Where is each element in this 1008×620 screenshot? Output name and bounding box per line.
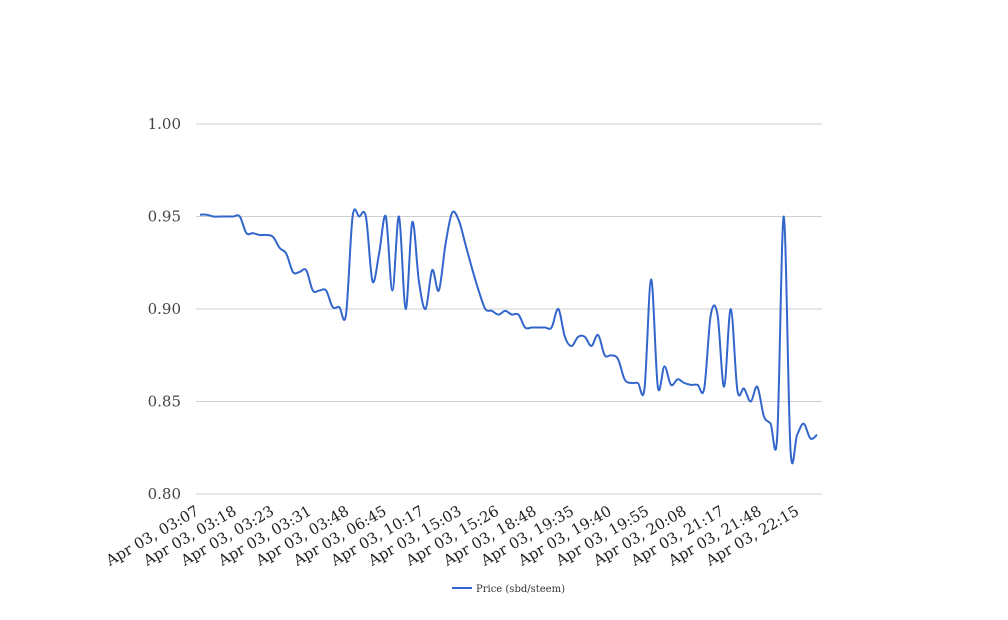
gridlines [196, 123, 822, 495]
y-tick-label: 0.80 [148, 485, 181, 503]
legend-label: Price (sbd/steem) [476, 584, 565, 595]
y-axis-ticks: 0.80 0.85 0.90 0.95 1.00 [148, 115, 181, 503]
y-tick-label: 0.90 [148, 300, 181, 318]
y-tick-label: 0.95 [148, 208, 181, 226]
series-lines [199, 208, 818, 465]
legend: Price (sbd/steem) [452, 584, 565, 595]
y-tick-label: 0.85 [148, 393, 181, 411]
y-tick-label: 1.00 [148, 115, 181, 133]
series-line [199, 208, 818, 465]
